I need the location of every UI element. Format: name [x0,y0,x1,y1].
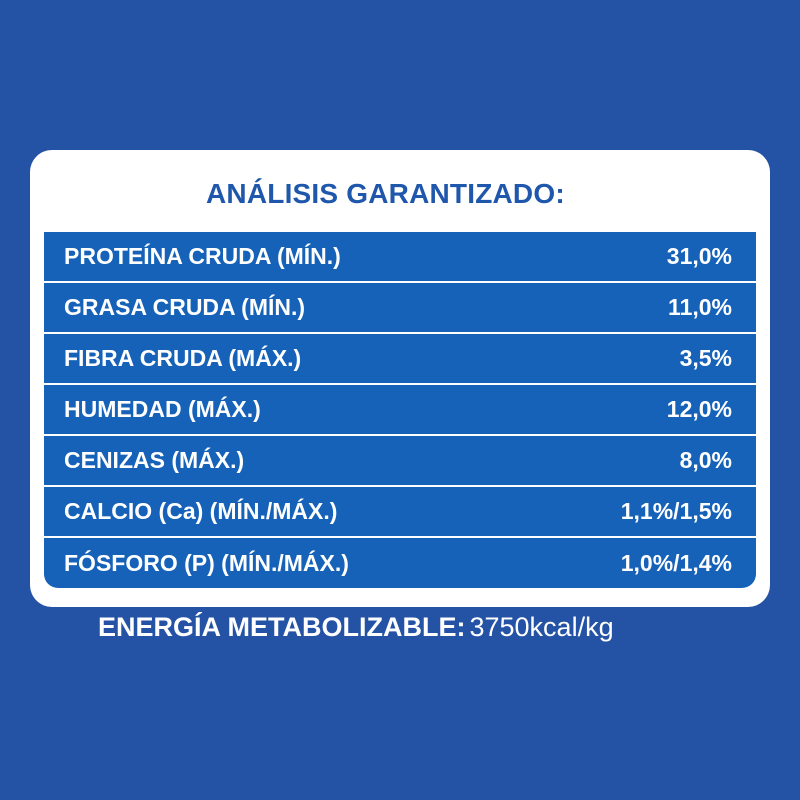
row-label: HUMEDAD (MÁX.) [64,396,261,422]
analysis-row-moisture: HUMEDAD (MÁX.) 12,0% [44,385,756,434]
analysis-row-fiber: FIBRA CRUDA (MÁX.) 3,5% [44,334,756,383]
analysis-row-fat: GRASA CRUDA (MÍN.) 11,0% [44,283,756,332]
row-label: CALCIO (Ca) (MÍN./MÁX.) [64,498,338,524]
panel-title: ANÁLISIS GARANTIZADO: [206,178,565,209]
row-label: GRASA CRUDA (MÍN.) [64,294,306,320]
guaranteed-analysis-panel: ANÁLISIS GARANTIZADO: PROTEÍNA CRUDA (MÍ… [30,150,770,607]
energy-value: 3750kcal/kg [469,612,614,642]
analysis-row-phosphorus: FÓSFORO (P) (MÍN./MÁX.) 1,0%/1,4% [44,538,756,588]
row-label: CENIZAS (MÁX.) [64,447,245,473]
row-value: 3,5% [679,345,732,371]
row-value: 1,1%/1,5% [620,498,732,524]
analysis-rows: PROTEÍNA CRUDA (MÍN.) 31,0% GRASA CRUDA … [44,232,756,588]
row-value: 11,0% [668,294,732,320]
metabolizable-energy: ENERGÍA METABOLIZABLE: 3750kcal/kg [98,612,758,643]
row-label: FÓSFORO (P) (MÍN./MÁX.) [64,549,349,576]
row-value: 8,0% [679,447,732,473]
energy-label: ENERGÍA METABOLIZABLE: [98,612,466,642]
row-value: 12,0% [666,396,732,422]
row-label: FIBRA CRUDA (MÁX.) [64,345,302,371]
row-value: 31,0% [666,243,732,269]
row-label: PROTEÍNA CRUDA (MÍN.) [64,243,341,269]
analysis-row-protein: PROTEÍNA CRUDA (MÍN.) 31,0% [44,232,756,281]
analysis-row-calcium: CALCIO (Ca) (MÍN./MÁX.) 1,1%/1,5% [44,487,756,536]
row-value: 1,0%/1,4% [620,549,732,576]
analysis-row-ash: CENIZAS (MÁX.) 8,0% [44,436,756,485]
